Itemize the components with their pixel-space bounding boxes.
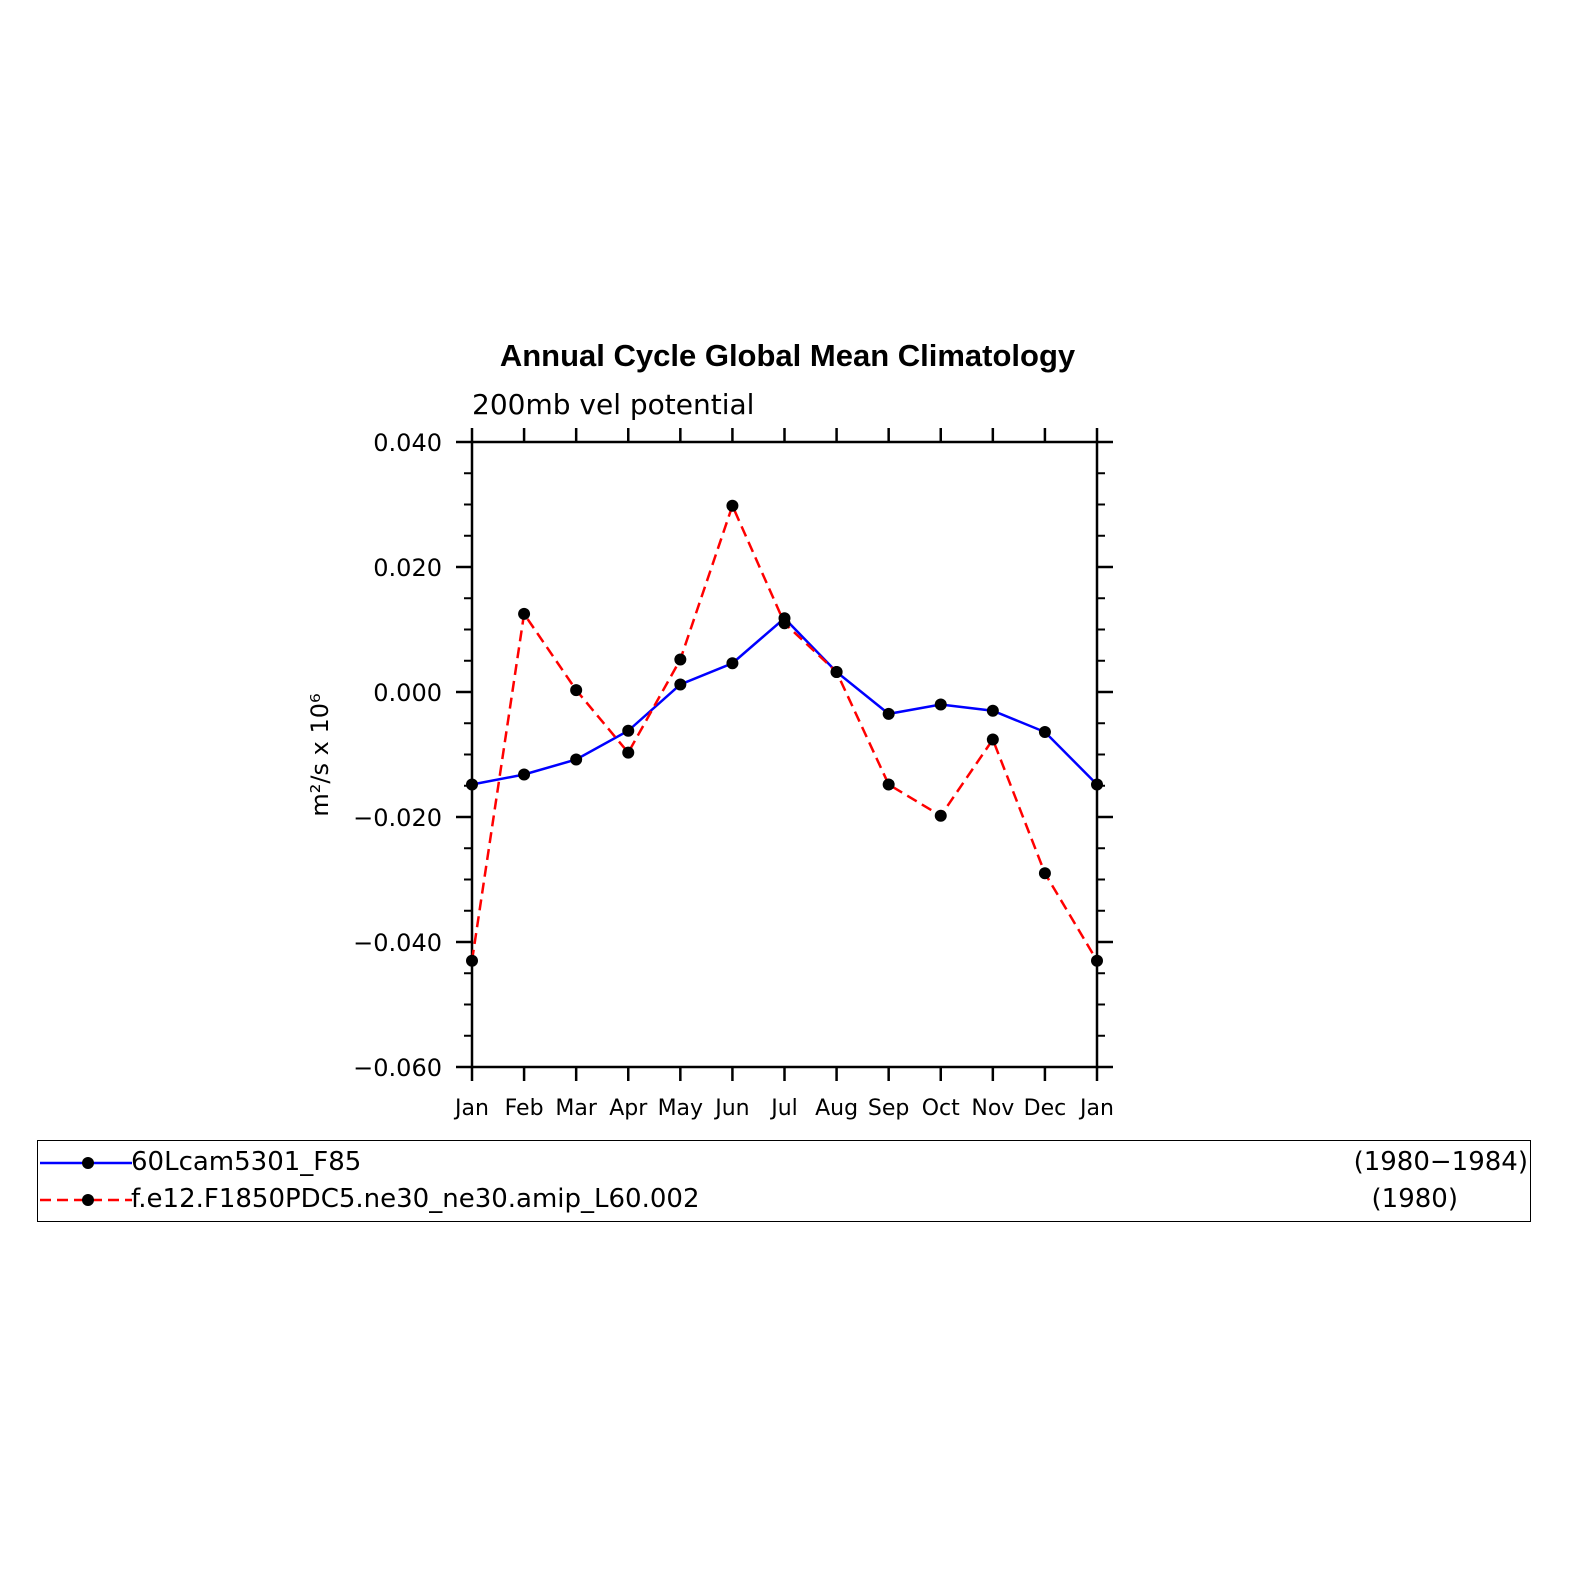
legend-swatch-blue-line-icon bbox=[40, 1157, 132, 1169]
data-point-series-2 bbox=[882, 778, 895, 791]
x-tick-label-mar: Mar bbox=[555, 1096, 597, 1121]
data-point-series-1 bbox=[1038, 726, 1051, 738]
x-tick-label-jul: Jul bbox=[769, 1096, 798, 1121]
data-point-series-2 bbox=[726, 499, 739, 512]
data-point-series-1 bbox=[570, 753, 583, 766]
data-point-series-2 bbox=[830, 666, 843, 678]
data-point-series-2 bbox=[778, 617, 791, 630]
legend-item-series-2: f.e12.F1850PDC5.ne30_ne30.amip_L60.002 (… bbox=[38, 1182, 1530, 1218]
legend-swatch-red-dashed-icon bbox=[40, 1194, 132, 1206]
x-tick-label-may: May bbox=[658, 1096, 703, 1121]
x-tick-label-apr: Apr bbox=[609, 1096, 648, 1121]
axes: 0.040 0.020 0.000 −0.020 −0.040 −0.060 Jan Feb M… bbox=[353, 428, 1114, 1121]
data-point-series-1 bbox=[518, 768, 531, 781]
series-line-1 bbox=[471, 616, 1098, 786]
y-tick-label: −0.020 bbox=[353, 804, 442, 832]
legend-label-series-2: f.e12.F1850PDC5.ne30_ne30.amip_L60.002 bbox=[131, 1184, 700, 1214]
data-point-series-1 bbox=[726, 657, 739, 670]
data-point-series-2 bbox=[622, 746, 635, 759]
legend-item-series-1: 60Lcam5301_F85 (1980−1984) bbox=[38, 1145, 1530, 1181]
y-axis-label: m²/s x 10⁶ bbox=[306, 693, 334, 816]
data-point-series-1 bbox=[466, 778, 478, 791]
legend-label-series-1: 60Lcam5301_F85 bbox=[131, 1147, 362, 1177]
x-tick-label-jun: Jun bbox=[713, 1096, 749, 1121]
x-tick-label-oct: Oct bbox=[922, 1096, 960, 1121]
legend-period-series-2: (1980) bbox=[1371, 1184, 1458, 1214]
x-tick-label-feb: Feb bbox=[505, 1096, 544, 1121]
y-tick-label: −0.060 bbox=[353, 1054, 442, 1082]
chart-subtitle: 200mb vel potential bbox=[472, 388, 755, 421]
data-point-series-2 bbox=[986, 733, 999, 746]
data-point-series-1 bbox=[882, 707, 895, 720]
y-tick-label: −0.040 bbox=[353, 929, 442, 957]
legend: 60Lcam5301_F85 (1980−1984) f.e12.F1850PD… bbox=[37, 1140, 1531, 1222]
plot-frame bbox=[470, 440, 1099, 1069]
x-tick-label-jan: Jan bbox=[1078, 1096, 1114, 1121]
y-tick-label: 0.020 bbox=[373, 554, 442, 582]
y-tick-label: 0.040 bbox=[373, 429, 442, 457]
data-point-series-2 bbox=[1038, 867, 1051, 880]
data-point-series-1 bbox=[934, 698, 947, 711]
data-point-series-2 bbox=[1091, 954, 1103, 967]
legend-period-series-1: (1980−1984) bbox=[1353, 1147, 1528, 1177]
data-point-series-1 bbox=[622, 724, 635, 737]
data-point-series-1 bbox=[1091, 778, 1103, 791]
x-tick-label-jan: Jan bbox=[453, 1096, 489, 1121]
data-point-series-2 bbox=[934, 809, 947, 822]
data-point-series-2 bbox=[466, 954, 478, 967]
series-line-2 bbox=[470, 502, 1099, 962]
data-point-series-2 bbox=[570, 684, 583, 697]
data-point-series-1 bbox=[674, 678, 687, 691]
data-point-series-2 bbox=[518, 607, 531, 620]
x-tick-label-dec: Dec bbox=[1024, 1096, 1067, 1121]
x-tick-label-sep: Sep bbox=[868, 1096, 909, 1121]
x-tick-label-aug: Aug bbox=[815, 1096, 858, 1121]
series-layer bbox=[466, 499, 1103, 967]
data-point-series-2 bbox=[674, 653, 687, 666]
x-tick-label-nov: Nov bbox=[971, 1096, 1014, 1121]
y-tick-label: 0.000 bbox=[373, 679, 442, 707]
chart-title: Annual Cycle Global Mean Climatology bbox=[499, 338, 1076, 373]
data-point-series-1 bbox=[986, 704, 999, 717]
